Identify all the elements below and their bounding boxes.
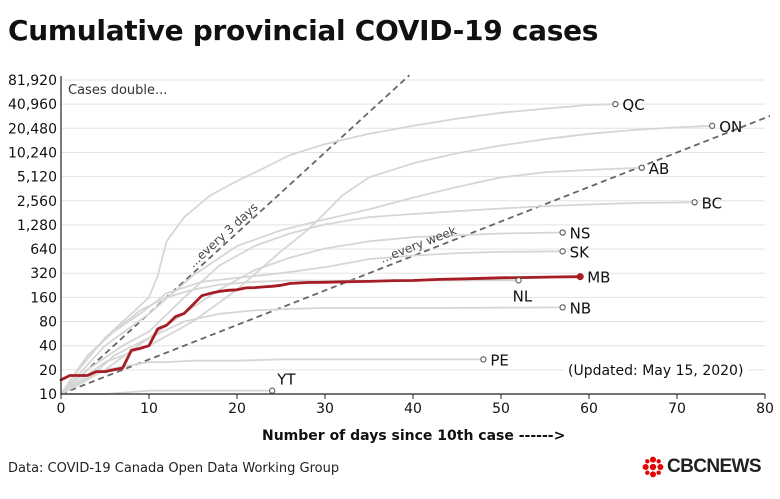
x-tick-label: 80 (756, 401, 774, 417)
updated-annotation-box (564, 360, 748, 382)
y-tick-label: 20 (39, 363, 57, 379)
series-label-on: ON (719, 118, 742, 136)
series-line-mb (59, 275, 582, 382)
x-tick-label: 0 (57, 401, 66, 417)
x-tick-label: 30 (316, 401, 334, 417)
data-source-note: Data: COVID-19 Canada Open Data Working … (8, 461, 340, 476)
y-tick-label: 640 (30, 242, 57, 258)
every-3-days-reference-line (61, 74, 411, 394)
series-endpoint-mb (576, 273, 584, 281)
series-label-nb: NB (570, 299, 592, 317)
y-tick-label: 81,920 (8, 73, 57, 89)
x-tick-label: 40 (404, 401, 422, 417)
y-tick-label: 2,560 (17, 194, 57, 210)
x-tick-label: 60 (580, 401, 598, 417)
x-tick-label: 50 (492, 401, 510, 417)
every-3-days-label: ...every 3 days (186, 200, 261, 270)
series-lines (59, 103, 714, 395)
axes: 10 20 40 80 160 320 640 1,280 2,560 5,120 10,240 20… (8, 73, 774, 417)
y-tick-label: 10,240 (8, 145, 57, 161)
series-label-nl: NL (513, 287, 533, 305)
series-label-pe: PE (490, 351, 509, 369)
y-tick-label: 80 (39, 315, 57, 331)
series-line-bc (60, 201, 696, 395)
series-endpoint-on (709, 122, 716, 129)
chart-title: Cumulative provincial COVID-19 cases (8, 14, 599, 47)
series-endpoint-sk (559, 248, 566, 255)
series-label-ns: NS (570, 224, 591, 242)
updated-annotation: (Updated: May 15, 2020) (568, 363, 743, 379)
logo-text: CBCNEWS (667, 456, 762, 477)
series-endpoint-ab (638, 164, 645, 171)
series-endpoint-nl (515, 277, 522, 284)
y-tick-label: 20,480 (8, 121, 57, 137)
series-line-ab (60, 166, 643, 395)
series-endpoint-ns (559, 229, 566, 236)
every-week-reference-line (61, 115, 770, 394)
doubling-reference-lines (61, 74, 770, 394)
x-tick-label: 10 (140, 401, 158, 417)
series-line-qc (60, 103, 617, 395)
y-tick-label: 10 (39, 387, 57, 403)
y-tick-label: 160 (30, 290, 57, 306)
x-axis-label: Number of days since 10th case ------> (262, 428, 565, 444)
every-week-label: ...every week (378, 223, 458, 266)
x-tick-label: 20 (228, 401, 246, 417)
y-tick-label: 5,120 (17, 170, 57, 186)
y-tick-label: 40 (39, 339, 57, 355)
y-tick-label: 40,960 (8, 97, 57, 113)
series-line-on (60, 124, 714, 395)
series-label-sk: SK (570, 243, 591, 261)
series-endpoint-yt (269, 387, 276, 394)
series-endpoint-bc (691, 199, 698, 206)
series-label-mb: MB (587, 269, 610, 287)
series-label-ab: AB (649, 160, 670, 178)
x-tick-label: 70 (668, 401, 686, 417)
series-endpoint-qc (612, 100, 619, 108)
series-line-nb (60, 306, 564, 395)
series-endpoint-pe (480, 356, 487, 363)
y-tick-label: 320 (30, 266, 57, 282)
cbc-gem-icon (642, 456, 664, 478)
series-label-bc: BC (702, 194, 723, 212)
series-label-qc: QC (622, 96, 644, 114)
y-tick-label: 1,280 (17, 218, 57, 234)
series-label-yt: YT (276, 371, 296, 389)
cbc-news-logo: CBCNEWS (642, 456, 762, 478)
series-endpoint-nb (559, 304, 566, 311)
cases-double-label: Cases double... (68, 83, 167, 98)
